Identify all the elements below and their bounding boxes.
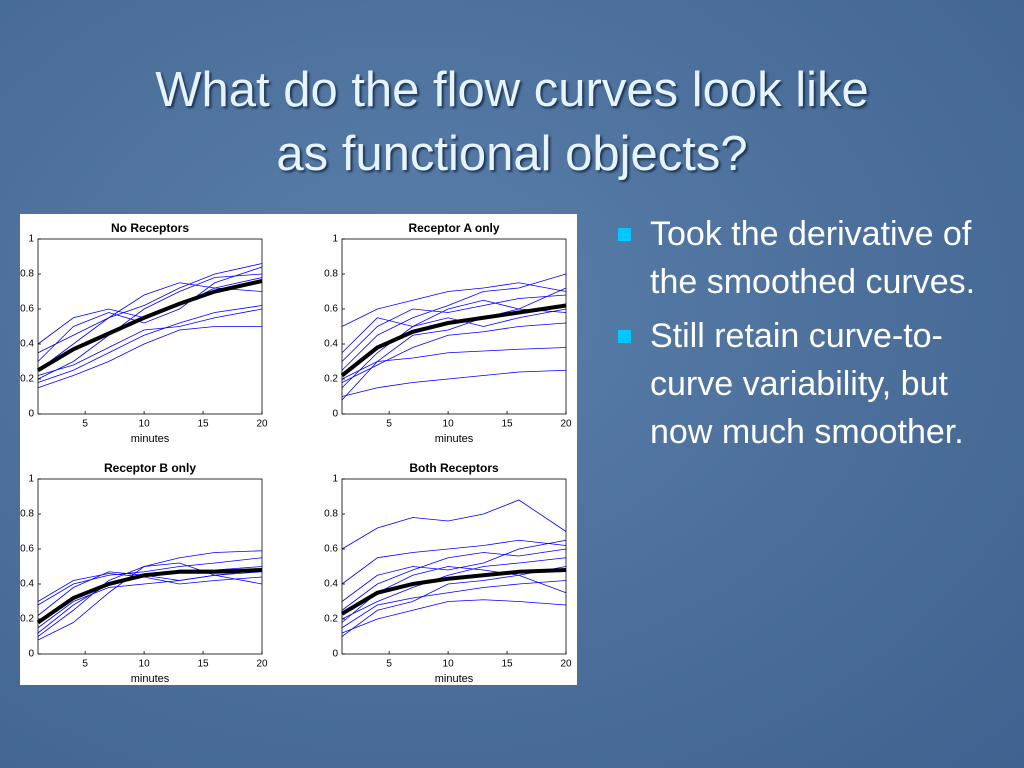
title-line: as functional objects?: [276, 127, 748, 181]
curve: [341, 539, 567, 585]
y-tick-label: 1: [332, 234, 338, 245]
title-line: What do the flow curves look like: [155, 63, 869, 117]
y-tick-label: 1: [28, 234, 34, 245]
y-tick-label: 0.8: [324, 269, 338, 280]
y-tick-label: 0.8: [20, 509, 34, 520]
x-tick-label: 5: [82, 419, 88, 430]
curve: [341, 499, 567, 550]
curve: [37, 282, 263, 371]
mean-curve: [340, 568, 567, 616]
mean-curve: [340, 303, 567, 378]
y-tick-label: 1: [28, 474, 34, 485]
x-axis-label: minutes: [435, 673, 474, 685]
y-tick-label: 0.8: [324, 509, 338, 520]
y-tick-label: 0.2: [20, 374, 34, 385]
curve: [37, 557, 263, 606]
y-tick-label: 0.4: [20, 339, 34, 350]
chart-title: Both Receptors: [409, 461, 499, 475]
curve: [37, 305, 263, 383]
curve: [341, 574, 567, 637]
slide-title: What do the flow curves look like as fun…: [0, 58, 1024, 186]
chart-title: Receptor A only: [408, 221, 499, 235]
x-axis-label: minutes: [131, 673, 170, 685]
curve: [341, 599, 567, 634]
y-tick-label: 0: [28, 409, 34, 420]
y-tick-label: 0.6: [324, 544, 338, 555]
chart-title: No Receptors: [111, 221, 189, 235]
x-tick-label: 20: [560, 419, 572, 430]
chart-title: Receptor B only: [104, 461, 196, 475]
y-tick-label: 1: [332, 474, 338, 485]
x-tick-label: 10: [443, 419, 455, 430]
mean-curve: [36, 279, 263, 372]
curve: [341, 539, 567, 602]
y-tick-label: 0: [28, 649, 34, 660]
curve: [341, 308, 567, 389]
curve: [341, 548, 567, 611]
x-tick-label: 15: [501, 419, 513, 430]
y-tick-label: 0.2: [20, 614, 34, 625]
mean-curve: [36, 568, 263, 625]
x-tick-label: 20: [560, 659, 572, 670]
y-tick-label: 0.4: [324, 339, 338, 350]
figure-panel: [20, 214, 577, 685]
curve: [37, 273, 263, 380]
x-tick-label: 20: [256, 659, 268, 670]
curve: [341, 580, 567, 629]
curve: [341, 294, 567, 362]
bullet: Still retain curve-to-curve variability,…: [612, 312, 1012, 456]
curve: [341, 369, 567, 397]
x-axis-label: minutes: [131, 433, 170, 445]
x-tick-label: 15: [197, 419, 209, 430]
axes-box: [341, 478, 567, 655]
x-tick-label: 5: [386, 419, 392, 430]
x-tick-label: 15: [501, 659, 513, 670]
curve: [341, 282, 567, 327]
y-tick-label: 0.6: [20, 304, 34, 315]
bullet-list: Took the derivative of the smoothed curv…: [612, 210, 1012, 462]
x-tick-label: 10: [139, 659, 151, 670]
y-tick-label: 0.2: [324, 374, 338, 385]
y-tick-label: 0: [332, 649, 338, 660]
x-tick-label: 20: [256, 419, 268, 430]
curve: [341, 322, 567, 383]
curve: [341, 557, 567, 620]
x-tick-label: 5: [82, 659, 88, 670]
y-tick-label: 0: [332, 409, 338, 420]
x-tick-label: 10: [139, 419, 151, 430]
curve: [37, 266, 263, 362]
y-tick-label: 0.6: [324, 304, 338, 315]
axes-box: [37, 238, 263, 415]
curve: [37, 326, 262, 389]
x-axis-label: minutes: [435, 433, 474, 445]
y-tick-label: 0.2: [324, 614, 338, 625]
curve: [37, 308, 263, 376]
y-tick-label: 0.4: [324, 579, 338, 590]
y-tick-label: 0.6: [20, 544, 34, 555]
x-tick-label: 15: [197, 659, 209, 670]
curve: [341, 273, 567, 371]
curve: [37, 569, 263, 629]
y-tick-label: 0.8: [20, 269, 34, 280]
curve: [341, 287, 567, 354]
x-tick-label: 10: [443, 659, 455, 670]
axes-box: [37, 478, 263, 655]
x-tick-label: 5: [386, 659, 392, 670]
y-tick-label: 0.4: [20, 579, 34, 590]
bullet: Took the derivative of the smoothed curv…: [612, 210, 1012, 306]
axes-box: [341, 238, 567, 415]
curve: [37, 263, 263, 354]
